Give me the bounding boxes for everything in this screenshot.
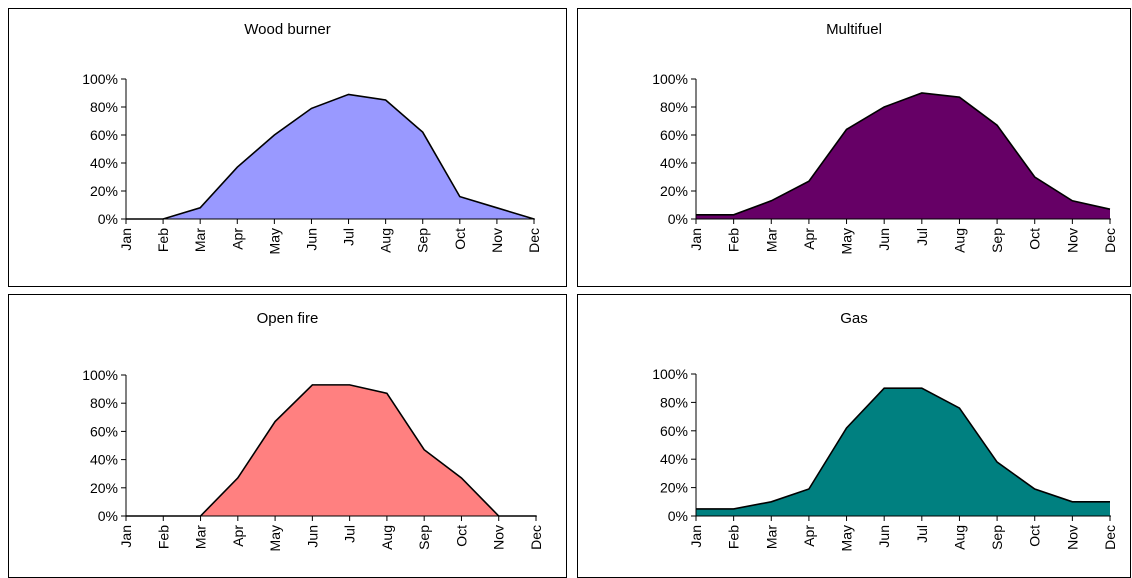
x-tick-label-nov: Nov	[1064, 525, 1080, 550]
y-tick-label: 80%	[660, 99, 688, 115]
chart-svg-open-fire: Open fire 0% 20% 40% 60% 80% 100% Jan Feb Mar Apr M…	[82, 310, 544, 551]
x-tick-label-nov: Nov	[491, 525, 507, 550]
x-tick-label-apr: Apr	[801, 228, 817, 250]
x-tick-label-jun: Jun	[304, 525, 320, 548]
x-tick-label-sep: Sep	[416, 525, 432, 550]
x-tick-label-jan: Jan	[118, 228, 134, 251]
y-tick-label: 80%	[90, 395, 118, 411]
x-tick-label-mar: Mar	[193, 525, 209, 549]
area-series	[126, 384, 536, 516]
chart-title: Wood burner	[244, 21, 330, 38]
series-line	[696, 387, 1110, 510]
chart-panel-multifuel: Multifuel 0% 20% 40% 60% 80% 100% Jan Feb Mar Apr M…	[577, 8, 1131, 287]
x-tick-label-aug: Aug	[951, 228, 967, 253]
y-tick-label: 0%	[668, 211, 688, 227]
y-tick-label: 0%	[98, 508, 118, 524]
x-tick-label-may: May	[267, 525, 283, 551]
x-tick-label-jul: Jul	[914, 525, 930, 543]
y-tick-label: 100%	[82, 367, 118, 383]
x-tick-label-nov: Nov	[489, 228, 505, 253]
x-tick-label-nov: Nov	[1064, 228, 1080, 253]
x-tick-label-feb: Feb	[726, 525, 742, 549]
chart-title: Gas	[840, 310, 868, 327]
x-tick-label-aug: Aug	[378, 228, 394, 253]
x-tick-label-oct: Oct	[453, 525, 469, 547]
y-tick-label: 40%	[90, 452, 118, 468]
chart-svg-wood-burner: Wood burner 0% 20% 40% 60% 80% 100% Jan Feb Mar Ap…	[82, 21, 542, 254]
y-tick-label: 60%	[90, 127, 118, 143]
x-tick-label-dec: Dec	[1102, 228, 1118, 253]
y-tick-label: 100%	[652, 71, 688, 87]
y-tick-label: 60%	[660, 127, 688, 143]
x-tick-label-dec: Dec	[528, 525, 544, 550]
area-series	[126, 94, 534, 219]
y-tick-label: 40%	[90, 155, 118, 171]
y-tick-label: 40%	[660, 451, 688, 467]
y-tick-label: 20%	[660, 183, 688, 199]
y-tick-label: 20%	[90, 480, 118, 496]
y-tick-label: 60%	[660, 423, 688, 439]
x-tick-label-jun: Jun	[876, 228, 892, 251]
y-tick-label: 60%	[90, 423, 118, 439]
x-tick-label-mar: Mar	[763, 525, 779, 549]
y-tick-label: 40%	[660, 155, 688, 171]
chart-title: Open fire	[257, 310, 319, 327]
y-tick-label: 100%	[82, 71, 118, 87]
x-tick-label-jul: Jul	[341, 228, 357, 246]
area-series	[696, 388, 1110, 516]
x-tick-label-may: May	[839, 228, 855, 254]
x-tick-label-may: May	[266, 228, 282, 254]
area-series	[696, 93, 1110, 219]
x-tick-label-may: May	[839, 525, 855, 551]
y-tick-label: 20%	[660, 480, 688, 496]
x-tick-label-apr: Apr	[801, 525, 817, 547]
x-tick-label-mar: Mar	[763, 228, 779, 252]
x-tick-label-jun: Jun	[303, 228, 319, 251]
series-line	[696, 92, 1111, 216]
chart-panel-open-fire: Open fire 0% 20% 40% 60% 80% 100% Jan Feb Mar Apr M…	[8, 294, 567, 578]
x-tick-label-jan: Jan	[688, 525, 704, 548]
x-tick-label-feb: Feb	[726, 228, 742, 252]
y-tick-label: 100%	[652, 366, 688, 382]
x-tick-label-sep: Sep	[989, 525, 1005, 550]
x-tick-label-jan: Jan	[688, 228, 704, 251]
x-tick-label-apr: Apr	[230, 525, 246, 547]
y-tick-label: 0%	[98, 211, 118, 227]
chart-title: Multifuel	[826, 21, 882, 38]
x-tick-label-sep: Sep	[989, 228, 1005, 253]
x-tick-label-jul: Jul	[342, 525, 358, 543]
y-tick-label: 20%	[90, 183, 118, 199]
x-tick-label-dec: Dec	[1102, 525, 1118, 550]
x-tick-label-jun: Jun	[876, 525, 892, 548]
y-tick-label: 80%	[90, 99, 118, 115]
x-tick-label-sep: Sep	[415, 228, 431, 253]
x-tick-label-oct: Oct	[1027, 525, 1043, 547]
series-line	[126, 93, 535, 220]
x-tick-label-mar: Mar	[192, 228, 208, 252]
x-tick-label-feb: Feb	[155, 228, 171, 252]
x-tick-label-dec: Dec	[526, 228, 542, 253]
y-tick-label: 0%	[668, 508, 688, 524]
x-tick-label-jul: Jul	[914, 228, 930, 246]
x-tick-label-oct: Oct	[1027, 228, 1043, 250]
chart-panel-gas: Gas 0% 20% 40% 60% 80% 100% Jan Feb Mar Apr May Jun J…	[577, 294, 1131, 578]
x-tick-label-aug: Aug	[379, 525, 395, 550]
chart-panel-wood-burner: Wood burner 0% 20% 40% 60% 80% 100% Jan Feb Mar Ap…	[8, 8, 567, 287]
x-tick-label-oct: Oct	[452, 228, 468, 250]
x-tick-label-feb: Feb	[155, 525, 171, 549]
y-tick-label: 80%	[660, 394, 688, 410]
x-tick-label-apr: Apr	[229, 228, 245, 250]
chart-svg-gas: Gas 0% 20% 40% 60% 80% 100% Jan Feb Mar Apr May Jun J…	[652, 310, 1118, 551]
chart-svg-multifuel: Multifuel 0% 20% 40% 60% 80% 100% Jan Feb Mar Apr M…	[652, 21, 1118, 254]
x-tick-label-jan: Jan	[118, 525, 134, 548]
x-tick-label-aug: Aug	[951, 525, 967, 550]
